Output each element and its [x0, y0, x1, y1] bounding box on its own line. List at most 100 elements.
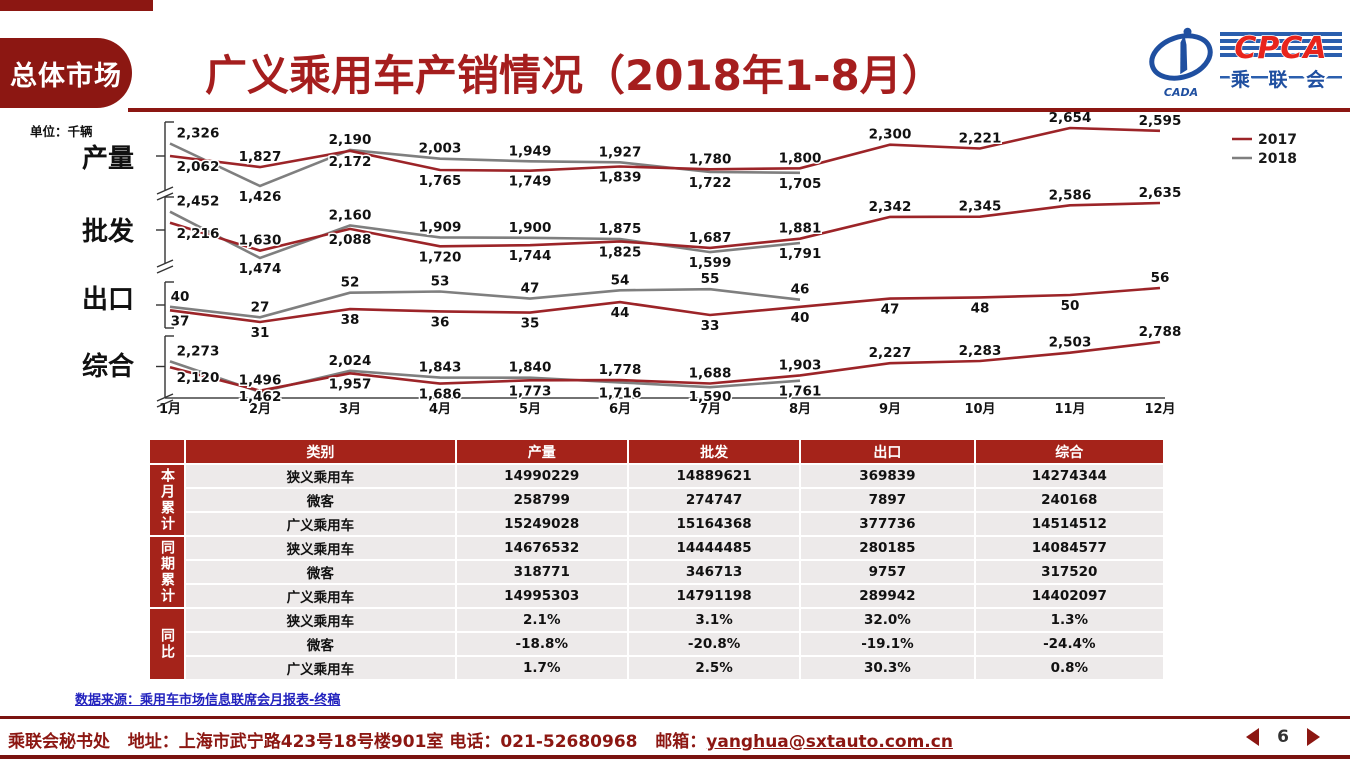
- data-label: 40: [171, 289, 190, 305]
- month-label: 4月: [429, 402, 451, 417]
- data-label: 2,003: [419, 141, 462, 157]
- data-label: 2,345: [959, 199, 1002, 215]
- value-cell: 377736: [801, 513, 974, 535]
- cada-swoosh-icon: [1149, 27, 1213, 81]
- series-2018-line-出口: [169, 287, 801, 319]
- month-label: 1月: [159, 402, 181, 417]
- month-label: 7月: [699, 402, 721, 417]
- data-label: 1,875: [599, 221, 642, 237]
- value-cell: 30.3%: [801, 657, 974, 679]
- data-label: 2,503: [1049, 335, 1092, 351]
- data-label: 1,903: [779, 357, 822, 373]
- prev-page-button[interactable]: [1246, 728, 1260, 746]
- unit-label: 单位：千辆: [30, 124, 93, 139]
- cpca-text: CPCA: [1234, 31, 1327, 66]
- value-cell: 2.5%: [628, 657, 800, 679]
- series-2017-line-出口: [169, 286, 1161, 324]
- table-row: 广义乘用车 15249028 15164368 377736 14514512: [150, 513, 1163, 535]
- value-cell: 14084577: [975, 537, 1163, 559]
- row-group-label: 本月累计: [150, 465, 185, 535]
- footer-text: 乘联会秘书处 地址：上海市武宁路423号18号楼901室 电话：021-5268…: [8, 727, 953, 752]
- col-header-production: 产量: [456, 440, 627, 463]
- data-label: 52: [341, 275, 360, 291]
- data-label: 33: [701, 318, 720, 334]
- header-underline: [128, 108, 1350, 112]
- data-label: 1,761: [779, 384, 822, 400]
- series-2017-line-综合: [169, 340, 1161, 393]
- row-group-label: 同比: [150, 609, 185, 679]
- data-label: 1,630: [239, 233, 282, 249]
- data-label: 1,716: [599, 385, 642, 401]
- data-label: 2,326: [177, 126, 220, 142]
- data-label: 1,780: [689, 151, 732, 167]
- month-label: 11月: [1054, 402, 1085, 417]
- value-cell: 14990229: [456, 465, 627, 487]
- col-header-wholesale: 批发: [628, 440, 800, 463]
- value-cell: 14274344: [975, 465, 1163, 487]
- data-label: 2,283: [959, 343, 1002, 359]
- bottom-rule: [0, 755, 1350, 759]
- data-label: 46: [791, 282, 810, 298]
- chart-row-title-wholesale: 批发: [81, 217, 134, 247]
- data-label: 2,024: [329, 353, 372, 369]
- axis-break-icon: [156, 393, 174, 402]
- data-label: 1,686: [419, 387, 462, 403]
- value-cell: 258799: [456, 489, 627, 511]
- data-label: 37: [171, 313, 190, 329]
- category-cell: 微客: [186, 561, 455, 583]
- col-header-category: 类别: [186, 440, 455, 463]
- col-header-export: 出口: [801, 440, 974, 463]
- series-2017-line-批发: [169, 201, 1161, 252]
- data-label: 2,342: [869, 199, 912, 215]
- data-label: 50: [1061, 298, 1080, 314]
- axis-break-icon: [156, 259, 174, 268]
- data-label: 1,599: [689, 255, 732, 271]
- month-label: 10月: [964, 402, 995, 417]
- source-link[interactable]: 数据来源：乘用车市场信息联席会月报表-终稿: [75, 693, 341, 708]
- next-page-button[interactable]: [1307, 728, 1320, 746]
- footer-email-link[interactable]: yanghua@sxtauto.com.cn: [706, 732, 953, 752]
- value-cell: 274747: [628, 489, 800, 511]
- value-cell: 1.3%: [975, 609, 1163, 631]
- data-label: 27: [251, 299, 270, 315]
- axis-break-icon: [156, 399, 174, 408]
- category-cell: 狭义乘用车: [186, 609, 455, 631]
- series-2018-line-批发: [169, 210, 801, 260]
- category-cell: 广义乘用车: [186, 657, 455, 679]
- data-label: 48: [971, 300, 990, 316]
- data-label: 55: [701, 271, 720, 287]
- col-header-overall: 综合: [975, 440, 1163, 463]
- data-label: 1,840: [509, 360, 552, 376]
- table-corner-cell: [150, 440, 185, 463]
- legend-label-2018: 2018: [1258, 151, 1297, 167]
- table-row: 同期累计 狭义乘用车 14676532 14444485 280185 14084577: [150, 537, 1163, 607]
- data-label: 2,586: [1049, 187, 1092, 203]
- value-cell: 14444485: [628, 537, 800, 559]
- value-cell: 14791198: [628, 585, 800, 607]
- data-label: 2,595: [1139, 113, 1182, 129]
- footer-rule: [0, 716, 1350, 719]
- page-number: 6: [1277, 727, 1289, 747]
- page-nav: 6: [1246, 727, 1320, 747]
- table-row: 微客 -18.8% -20.8% -19.1% -24.4%: [150, 633, 1163, 655]
- value-cell: 3.1%: [628, 609, 800, 631]
- data-label: 1,827: [239, 149, 282, 165]
- legend-label-2017: 2017: [1258, 132, 1297, 148]
- value-cell: 14514512: [975, 513, 1163, 535]
- data-label: 2,160: [329, 208, 372, 224]
- value-cell: 9757: [801, 561, 974, 583]
- data-label: 1,909: [419, 219, 462, 235]
- data-label: 1,881: [779, 221, 822, 237]
- data-label: 2,172: [329, 154, 372, 170]
- axis-break-icon: [156, 265, 174, 274]
- data-label: 2,300: [869, 127, 912, 143]
- table-row: 广义乘用车 14995303 14791198 289942 14402097: [150, 585, 1163, 607]
- value-cell: 14676532: [456, 537, 627, 559]
- category-cell: 广义乘用车: [186, 585, 455, 607]
- data-label: 1,839: [599, 170, 642, 186]
- data-label: 1,496: [239, 373, 282, 389]
- row-group-label: 同期累计: [150, 537, 185, 607]
- data-label: 2,452: [177, 194, 220, 210]
- footer-email-label: 邮箱：: [655, 732, 707, 752]
- data-label: 1,744: [509, 248, 552, 264]
